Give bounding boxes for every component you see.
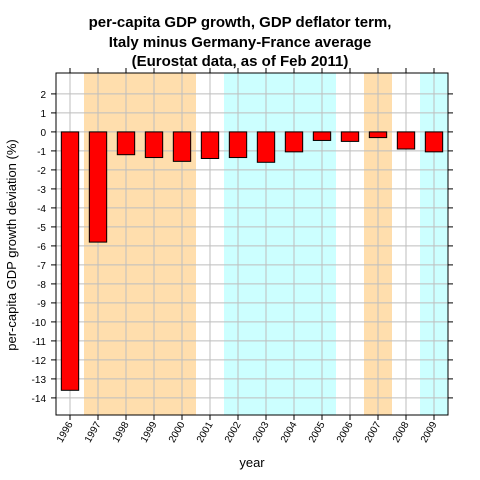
bar-2008 <box>396 131 416 150</box>
y-tick-label-m5: -5 <box>37 223 46 234</box>
x-tick-label-2006: 2006 <box>335 420 356 445</box>
y-tick-label-m8: -8 <box>37 280 46 291</box>
bar-1996 <box>60 131 80 391</box>
y-tick-label-m3: -3 <box>37 185 46 196</box>
chart-title-line-2: Italy minus Germany-France average <box>108 34 372 51</box>
bar-2004 <box>284 131 304 153</box>
y-tick-label-m1: -1 <box>37 147 46 158</box>
x-tick-label-2007: 2007 <box>363 420 384 445</box>
bar-1998 <box>116 131 136 156</box>
background-band-0 <box>84 73 196 415</box>
y-tick-label-m2: -2 <box>37 166 46 177</box>
grid-lines <box>56 73 448 415</box>
x-axis-label: year <box>239 455 265 470</box>
chart-title-line-1: per-capita GDP growth, GDP deflator term… <box>88 14 392 31</box>
bar-2002 <box>228 131 248 159</box>
plot-frame <box>55 72 449 416</box>
x-tick-label-2000: 2000 <box>167 420 188 445</box>
bar-2007 <box>368 131 388 139</box>
y-tick-label-0: 0 <box>40 128 46 139</box>
x-tick-label-1999: 1999 <box>139 420 160 445</box>
bar-2001 <box>200 131 220 159</box>
bar-1997 <box>88 131 108 243</box>
x-tick-label-1996: 1996 <box>55 420 76 445</box>
bar-2006 <box>340 131 360 142</box>
bar-2000 <box>172 131 192 162</box>
bar-2003 <box>256 131 276 163</box>
y-tick-label-m6: -6 <box>37 242 46 253</box>
bars <box>60 131 444 391</box>
bar-2005 <box>312 131 332 141</box>
background-band-1 <box>224 73 336 415</box>
x-tick-label-2005: 2005 <box>307 420 328 445</box>
chart-title-line-3: (Eurostat data, as of Feb 2011) <box>131 53 349 70</box>
bar-2009 <box>424 131 444 153</box>
y-ticks: 2 1 0 -1 -2 -3 -4 -5 -6 -7 -8 -9 -10 -11 -12 -13 -14 <box>32 90 453 405</box>
x-tick-label-2002: 2002 <box>223 420 244 445</box>
y-tick-label-m4: -4 <box>37 204 46 215</box>
x-tick-label-2003: 2003 <box>251 420 272 445</box>
x-tick-label-2001: 2001 <box>195 420 216 445</box>
y-tick-label-m11: -11 <box>32 337 46 348</box>
x-tick-label-2004: 2004 <box>279 420 300 445</box>
x-tick-label-1997: 1997 <box>83 420 104 445</box>
x-tick-label-1998: 1998 <box>111 420 132 445</box>
y-tick-label-m13: -13 <box>32 375 47 386</box>
y-axis-label: per-capita GDP growth deviation (%) <box>4 139 19 350</box>
y-tick-label-1: 1 <box>40 109 46 120</box>
x-tick-label-2009: 2009 <box>419 420 440 445</box>
y-tick-label-m10: -10 <box>32 318 47 329</box>
y-tick-label-2: 2 <box>40 90 46 101</box>
x-tick-label-2008: 2008 <box>391 420 412 445</box>
y-tick-label-m9: -9 <box>37 299 46 310</box>
y-tick-label-m12: -12 <box>32 356 47 367</box>
y-tick-label-m14: -14 <box>32 394 47 405</box>
bar-1999 <box>144 131 164 159</box>
y-tick-label-m7: -7 <box>37 261 46 272</box>
